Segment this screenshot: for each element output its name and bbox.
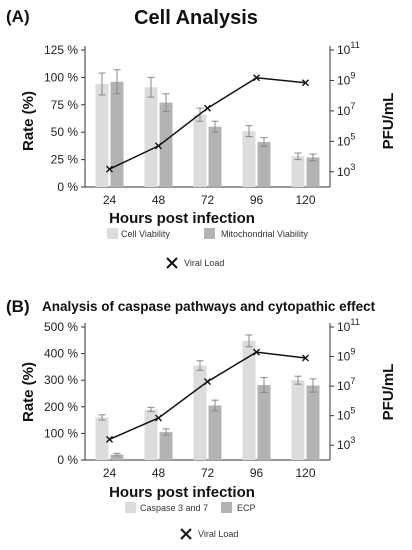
panel-a-bar-1 (291, 156, 305, 187)
panel-b-legend-label-1: Caspase 3 and 7 (140, 503, 208, 513)
panel-b-ytick-label: 400 % (44, 347, 78, 361)
panel-a-viral-load-line (109, 76, 306, 170)
panel-a-ytick-label: 75 % (51, 98, 79, 112)
panel-b-ytick-label: 0 % (57, 453, 78, 467)
panel-b-legend-swatch-2 (221, 502, 232, 513)
panel-a-plot: 0 % 25 % 50 % 75 % 100 % 125 % 103 105 107 109 101… (44, 40, 360, 269)
panel-b-legend-label-2: ECP (237, 503, 256, 513)
panel-a-xtick-label: 48 (152, 193, 166, 207)
panel-a-legend-label-2: Mitochondrial Viability (221, 229, 308, 239)
panel-b-legend-label-viral-load: Viral Load (198, 529, 238, 539)
panel-b-title: Analysis of caspase pathways and cytopat… (42, 299, 376, 314)
panel-b-legend-viral-load-icon (180, 528, 192, 540)
panel-a-bar-1 (193, 114, 207, 187)
panel-a-xtick-label: 72 (201, 193, 215, 207)
panel-b-y2tick-label: 103 (337, 435, 355, 452)
panel-a-legend-swatch-1 (107, 228, 118, 239)
panel-b-y2tick-label: 105 (337, 406, 355, 423)
panel-a-y2label: PFU/mL (380, 93, 397, 150)
panel-a-xlabel: Hours post infection (109, 210, 255, 227)
panel-b-ytick-label: 100 % (44, 426, 78, 440)
panel-a-ytick-label: 100 % (44, 70, 78, 84)
panel-b-xtick-label: 48 (152, 466, 166, 480)
panel-a-xtick-label: 24 (103, 193, 117, 207)
panel-b-y2tick-label: 1011 (337, 317, 360, 334)
panel-b-xtick-label: 120 (295, 466, 315, 480)
panel-a-viral-load-point (302, 79, 309, 87)
panel-a-viral-load-point (204, 104, 211, 112)
panel-b-legend-swatch-1 (125, 502, 136, 513)
panel-b-bar-1 (291, 380, 305, 460)
panel-b-viral-load-point (302, 354, 309, 362)
panel-a-title: Cell Analysis (134, 7, 258, 29)
panel-b-ytick-label: 200 % (44, 400, 78, 414)
panel-a-y2tick-label: 103 (337, 162, 355, 179)
panel-a-bar-1 (144, 87, 158, 187)
panel-a-bar-2 (110, 81, 124, 187)
panel-b-bar-1 (242, 340, 256, 460)
panel-a-legend-viral-load-icon (166, 257, 178, 269)
panel-b-xtick-label: 96 (250, 466, 264, 480)
panel-a-legend-swatch-2 (204, 228, 215, 239)
panel-a-bar-2 (306, 157, 320, 187)
panel-b-bar-1 (193, 365, 207, 460)
panel-b-label: (B) (6, 297, 30, 316)
panel-b-xtick-label: 72 (201, 466, 215, 480)
panel-a-xtick-label: 96 (250, 193, 264, 207)
panel-a-bar-2 (208, 126, 222, 187)
panel-a-y2tick-label: 105 (337, 131, 355, 148)
panel-b-bar-2 (306, 385, 320, 460)
panel-b-y2label: PFU/mL (380, 364, 397, 421)
panel-a-ytick-label: 50 % (51, 125, 79, 139)
panel-a-viral-load-point (253, 74, 260, 82)
panel-a-y2tick-label: 109 (337, 70, 355, 87)
panel-b-bar-2 (110, 454, 124, 460)
panel-b-viral-load-point (253, 348, 260, 356)
panel-b-y2tick-label: 109 (337, 347, 355, 364)
panel-b-bar-2 (159, 432, 173, 460)
panel-a-legend-label-1: Cell Viability (121, 229, 170, 239)
panel-b-bar-1 (95, 417, 109, 460)
panel-a-ytick-label: 25 % (51, 153, 79, 167)
panel-a-ylabel: Rate (%) (20, 91, 37, 151)
panel-b-viral-load-point (204, 378, 211, 386)
panel-b-plot: 0 % 100 % 200 % 300 % 400 % 500 % 103 105 107 109… (44, 317, 360, 540)
panel-b-ytick-label: 300 % (44, 373, 78, 387)
panel-b-viral-load-point (155, 414, 162, 422)
panel-a-ytick-label: 0 % (57, 180, 78, 194)
panel-b-ylabel: Rate (%) (20, 362, 37, 422)
panel-a-ytick-label: 125 % (44, 43, 78, 57)
panel-a-bar-1 (95, 83, 109, 187)
panel-a-bar-2 (159, 102, 173, 187)
panel-b-bar-2 (208, 405, 222, 460)
panel-b-bar-1 (144, 409, 158, 460)
panel-a-xtick-label: 120 (295, 193, 315, 207)
panel-b-y2tick-label: 107 (337, 376, 355, 393)
panel-a-viral-load-point (106, 165, 113, 173)
panel-a-bar-2 (257, 142, 271, 187)
panel-b-xlabel: Hours post infection (109, 484, 255, 501)
panel-a-viral-load-point (155, 142, 162, 150)
panel-a-y2tick-label: 107 (337, 101, 355, 118)
panel-a-y2tick-label: 1011 (337, 40, 360, 57)
panel-b-ytick-label: 500 % (44, 320, 78, 334)
panel-a-legend-label-viral-load: Viral Load (184, 258, 224, 268)
panel-b-bar-2 (257, 384, 271, 460)
panel-a-label: (A) (6, 7, 30, 26)
panel-b-xtick-label: 24 (103, 466, 117, 480)
panel-b-viral-load-line (109, 351, 306, 441)
panel-a-bar-1 (242, 131, 256, 187)
panel-b-viral-load-point (106, 435, 113, 443)
